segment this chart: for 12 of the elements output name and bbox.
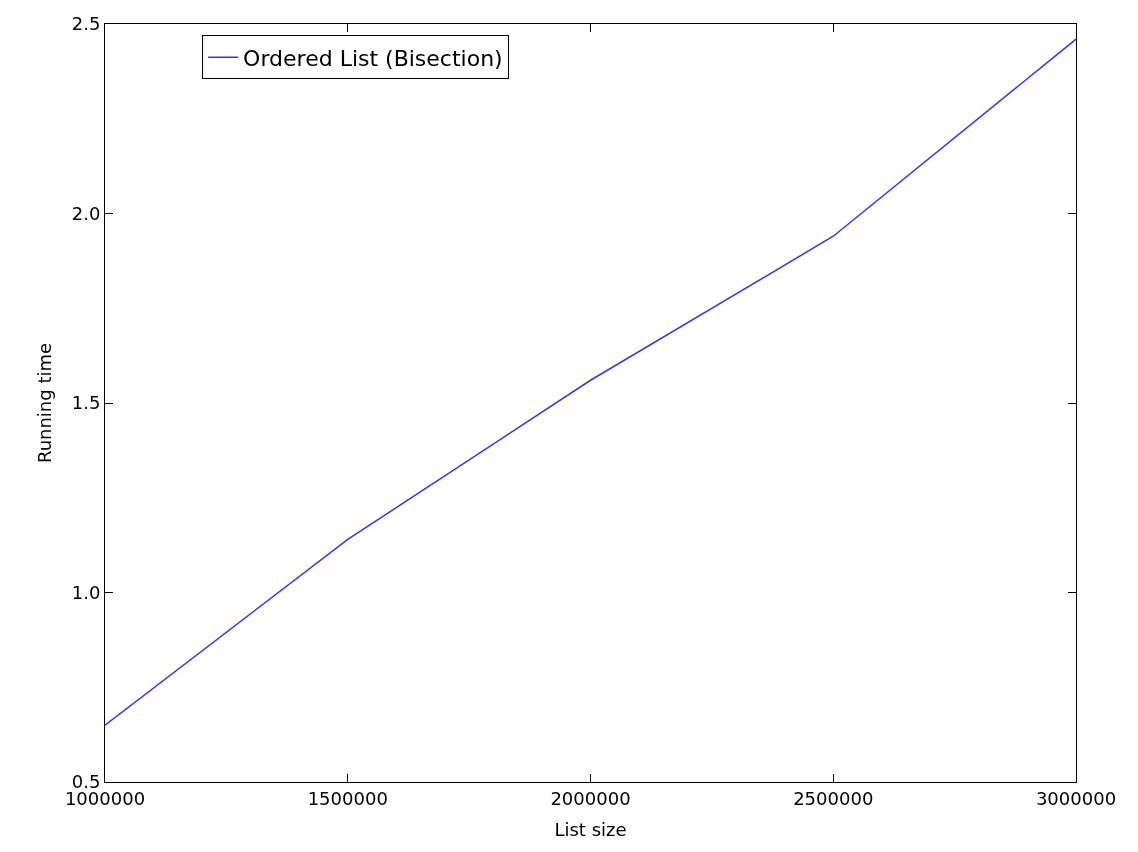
y-tick-label: 1.5 [71,392,101,414]
y-tick-label: 2.0 [71,202,101,224]
line-series [105,38,1076,726]
y-tick-label: 2.5 [71,13,101,35]
x-axis-title: List size [554,818,627,840]
x-tick-label: 2500000 [793,787,874,809]
x-tick-label: 3000000 [1035,787,1117,809]
y-tick-label: 1.0 [71,581,101,603]
y-axis-title: Running time [33,342,55,464]
x-tick-label: 2000000 [550,787,631,809]
x-tick-label: 1500000 [307,787,388,809]
legend-label: Ordered List (Bisection) [243,45,503,71]
